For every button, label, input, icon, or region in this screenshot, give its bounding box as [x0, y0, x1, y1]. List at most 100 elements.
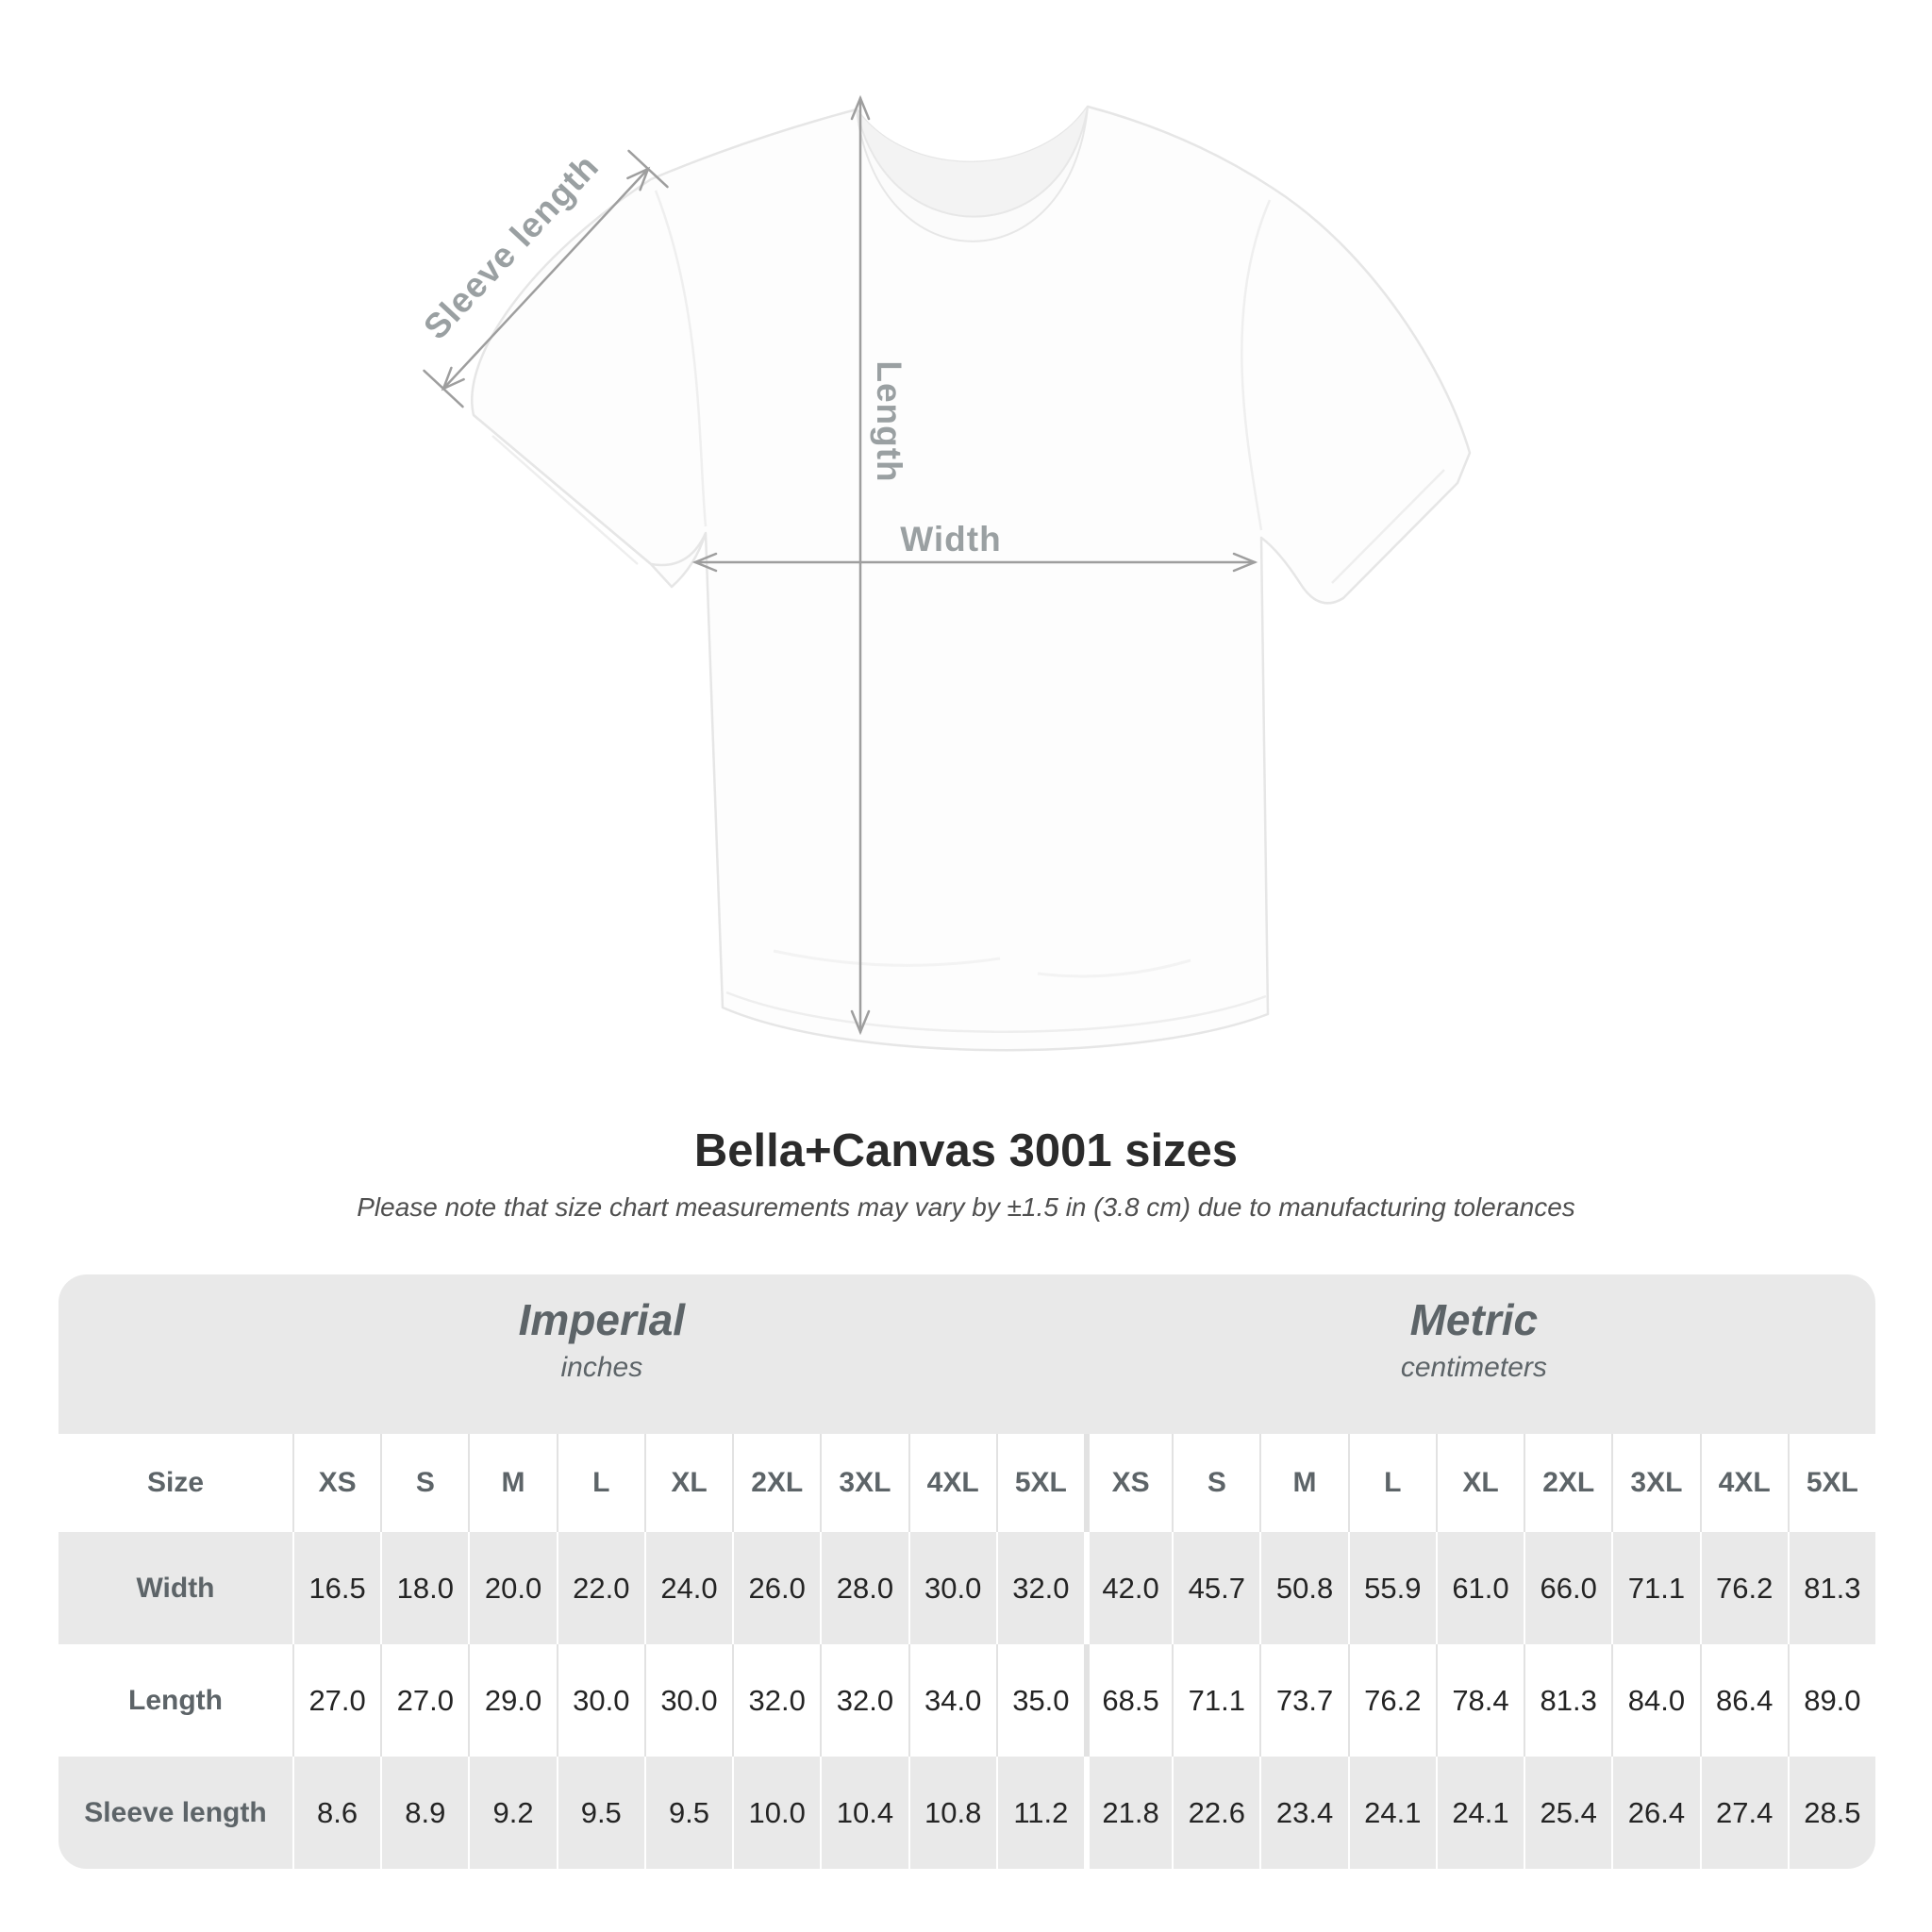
table-cell: 81.3 — [1524, 1644, 1611, 1757]
table-cell: 30.0 — [556, 1644, 644, 1757]
table-cell: 25.4 — [1524, 1757, 1611, 1869]
table-cell: 71.1 — [1611, 1532, 1699, 1644]
table-cell: 9.2 — [468, 1757, 556, 1869]
table-cell: 27.0 — [380, 1644, 468, 1757]
arrowhead-icon — [850, 1009, 871, 1036]
page-title: Bella+Canvas 3001 sizes — [693, 1125, 1239, 1176]
size-header: S — [380, 1434, 468, 1532]
tolerance-note: Please note that size chart measurements… — [357, 1192, 1575, 1222]
table-cell: 71.1 — [1172, 1644, 1259, 1757]
table-cell: 8.9 — [380, 1757, 468, 1869]
table-cell: 9.5 — [556, 1757, 644, 1869]
table-cell: 24.0 — [643, 1532, 732, 1644]
table-cell: 22.0 — [556, 1532, 644, 1644]
arrowhead-icon — [850, 94, 871, 121]
table-cell: 50.8 — [1259, 1532, 1347, 1644]
table-row-sleeve-length: Sleeve length 8.6 8.9 9.2 9.5 9.5 10.0 1… — [58, 1757, 1875, 1869]
table-cell: 24.1 — [1435, 1757, 1524, 1869]
size-header: 5XL — [995, 1434, 1084, 1532]
table-cell: 18.0 — [380, 1532, 468, 1644]
table-cell: 29.0 — [468, 1644, 556, 1757]
table-cell: 10.4 — [820, 1757, 908, 1869]
size-column-header: Size — [146, 1467, 205, 1498]
size-header: M — [1259, 1434, 1347, 1532]
table-cell: 68.5 — [1083, 1644, 1172, 1757]
size-header: 3XL — [1611, 1434, 1699, 1532]
imperial-label: Imperial — [518, 1295, 686, 1344]
table-cell: 20.0 — [468, 1532, 556, 1644]
size-header: L — [1347, 1434, 1436, 1532]
tshirt-measurement-diagram: Sleeve length Length Width — [416, 94, 1472, 1052]
size-header: 2XL — [1524, 1434, 1611, 1532]
size-header: XS — [292, 1434, 380, 1532]
row-label: Length — [128, 1684, 223, 1716]
table-cell: 11.2 — [995, 1757, 1084, 1869]
table-cell: 45.7 — [1172, 1532, 1259, 1644]
imperial-group-header: Imperial inches — [519, 1295, 685, 1384]
arrowhead-icon — [691, 552, 718, 573]
table-cell: 81.3 — [1787, 1532, 1875, 1644]
table-cell: 78.4 — [1435, 1644, 1524, 1757]
length-dimension: Length — [850, 94, 908, 1036]
table-cell: 32.0 — [995, 1532, 1084, 1644]
table-cell: 32.0 — [732, 1644, 820, 1757]
table-cell: 34.0 — [908, 1644, 996, 1757]
table-cell: 84.0 — [1611, 1644, 1699, 1757]
size-header: S — [1172, 1434, 1259, 1532]
table-cell: 26.4 — [1611, 1757, 1699, 1869]
table-cell: 22.6 — [1172, 1757, 1259, 1869]
imperial-unit: inches — [560, 1352, 643, 1383]
table-cell: 89.0 — [1787, 1644, 1875, 1757]
size-header: XS — [1083, 1434, 1172, 1532]
table-cell: 55.9 — [1347, 1532, 1436, 1644]
size-header: 2XL — [732, 1434, 820, 1532]
unit-group-header: Imperial inches Metric centimeters — [58, 1274, 1875, 1434]
table-cell: 32.0 — [820, 1644, 908, 1757]
length-label: Length — [870, 360, 908, 482]
table-cell: 76.2 — [1699, 1532, 1788, 1644]
size-table: Imperial inches Metric centimeters Size … — [58, 1274, 1875, 1869]
table-cell: 66.0 — [1524, 1532, 1611, 1644]
table-cell: 28.5 — [1787, 1757, 1875, 1869]
table-cell: 27.0 — [292, 1644, 380, 1757]
table-cell: 10.8 — [908, 1757, 996, 1869]
table-cell: 23.4 — [1259, 1757, 1347, 1869]
table-cell: 9.5 — [643, 1757, 732, 1869]
arrowhead-icon — [1232, 552, 1258, 573]
table-cell: 21.8 — [1083, 1757, 1172, 1869]
size-header-row: Size XS S M L XL 2XL 3XL 4XL 5XL XS S M … — [58, 1434, 1875, 1532]
width-dimension: Width — [691, 520, 1258, 573]
row-label: Sleeve length — [84, 1796, 267, 1828]
table-cell: 16.5 — [292, 1532, 380, 1644]
table-cell: 28.0 — [820, 1532, 908, 1644]
table-row-width: Width 16.5 18.0 20.0 22.0 24.0 26.0 28.0… — [58, 1532, 1875, 1644]
size-header: XL — [1435, 1434, 1524, 1532]
size-header: M — [468, 1434, 556, 1532]
table-cell: 42.0 — [1083, 1532, 1172, 1644]
table-cell: 30.0 — [643, 1644, 732, 1757]
metric-group-header: Metric centimeters — [1401, 1295, 1547, 1384]
table-cell: 35.0 — [995, 1644, 1084, 1757]
table-row-length: Length 27.0 27.0 29.0 30.0 30.0 32.0 32.… — [58, 1644, 1875, 1757]
table-cell: 8.6 — [292, 1757, 380, 1869]
table-cell: 30.0 — [908, 1532, 996, 1644]
tshirt-illustration — [471, 105, 1472, 1052]
size-header: 4XL — [908, 1434, 996, 1532]
table-cell: 61.0 — [1435, 1532, 1524, 1644]
table-cell: 26.0 — [732, 1532, 820, 1644]
size-header: L — [556, 1434, 644, 1532]
row-label: Width — [136, 1572, 215, 1604]
size-header: 5XL — [1787, 1434, 1875, 1532]
size-header: 4XL — [1699, 1434, 1788, 1532]
table-cell: 86.4 — [1699, 1644, 1788, 1757]
table-cell: 24.1 — [1347, 1757, 1436, 1869]
size-header: 3XL — [820, 1434, 908, 1532]
width-label: Width — [900, 520, 1001, 558]
table-cell: 73.7 — [1259, 1644, 1347, 1757]
table-cell: 27.4 — [1699, 1757, 1788, 1869]
metric-unit: centimeters — [1400, 1352, 1547, 1383]
metric-label: Metric — [1409, 1295, 1539, 1344]
table-cell: 10.0 — [732, 1757, 820, 1869]
table-cell: 76.2 — [1347, 1644, 1436, 1757]
